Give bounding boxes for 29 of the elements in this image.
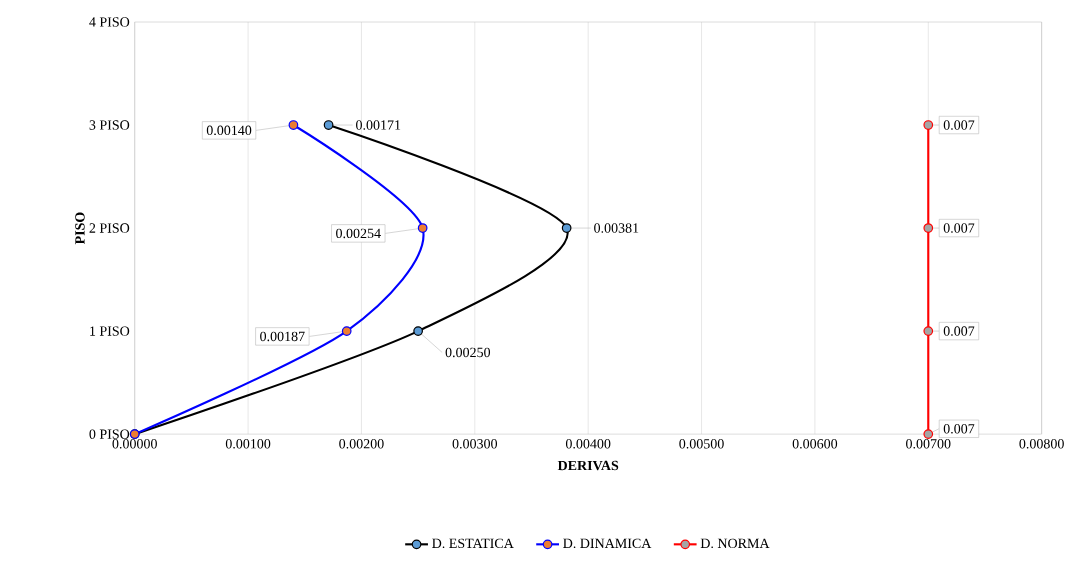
x-tick-label: 0.00200 — [339, 439, 384, 449]
data-label: 0.007 — [943, 120, 975, 130]
y-tick-label: 4 PISO — [89, 17, 130, 27]
y-tick-label: 0 PISO — [89, 429, 130, 439]
y-axis-title: PISO — [75, 212, 85, 245]
x-tick-label: 0.00600 — [792, 439, 838, 449]
x-tick-label: 0.00500 — [679, 439, 724, 449]
x-tick-label: 0.00700 — [906, 439, 951, 449]
legend-label: D. ESTATICA — [432, 538, 514, 549]
legend-label: D. DINAMICA — [563, 538, 652, 549]
y-tick-label: 1 PISO — [90, 326, 130, 336]
data-label: 0.00171 — [356, 120, 401, 130]
data-label: 0.007 — [943, 223, 975, 233]
data-label: 0.00250 — [445, 347, 491, 358]
x-tick-label: 0.00000 — [112, 439, 157, 449]
legend-label: D. NORMA — [700, 538, 770, 549]
y-tick-label: 2 PISO — [89, 223, 130, 233]
x-tick-label: 0.00800 — [1019, 439, 1064, 449]
x-tick-label: 0.00100 — [225, 439, 271, 449]
x-tick-label: 0.00400 — [565, 439, 611, 449]
data-label: 0.00187 — [260, 331, 305, 342]
x-tick-label: 0.00300 — [452, 439, 498, 449]
data-label: 0.00140 — [206, 125, 252, 136]
data-label: 0.00254 — [336, 228, 381, 239]
data-label: 0.007 — [943, 424, 975, 434]
y-tick-label: 3 PISO — [89, 120, 130, 130]
data-label: 0.007 — [943, 326, 975, 336]
x-axis-title: DERIVAS — [557, 460, 619, 471]
data-label: 0.00381 — [594, 223, 639, 233]
